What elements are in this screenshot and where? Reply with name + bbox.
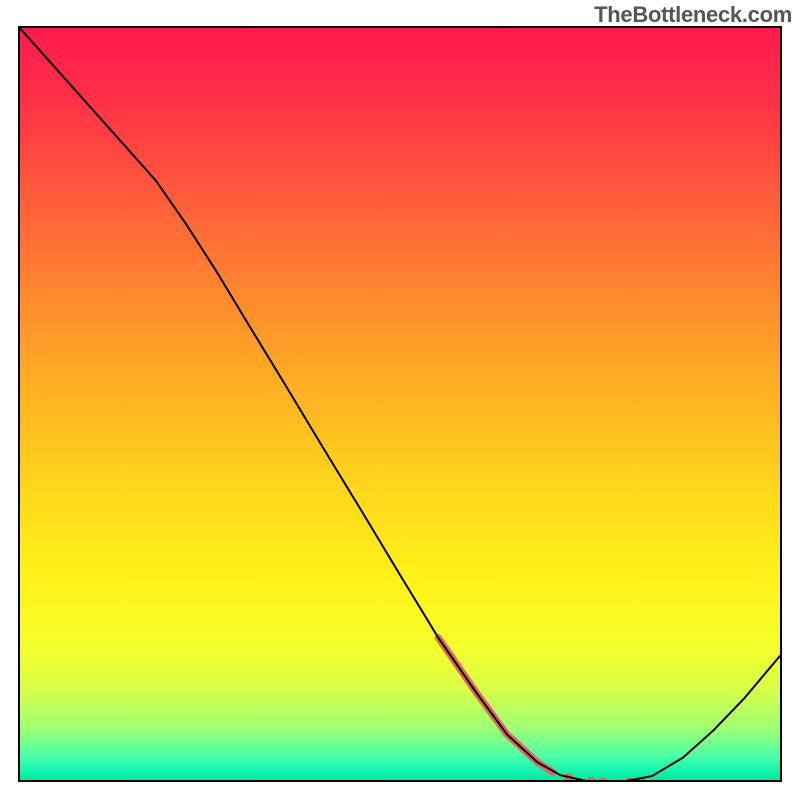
chart-svg	[18, 26, 782, 782]
bottleneck-chart: TheBottleneck.com	[0, 0, 800, 800]
chart-background	[18, 26, 782, 782]
plot-area	[18, 26, 782, 782]
watermark-text: TheBottleneck.com	[594, 2, 792, 28]
